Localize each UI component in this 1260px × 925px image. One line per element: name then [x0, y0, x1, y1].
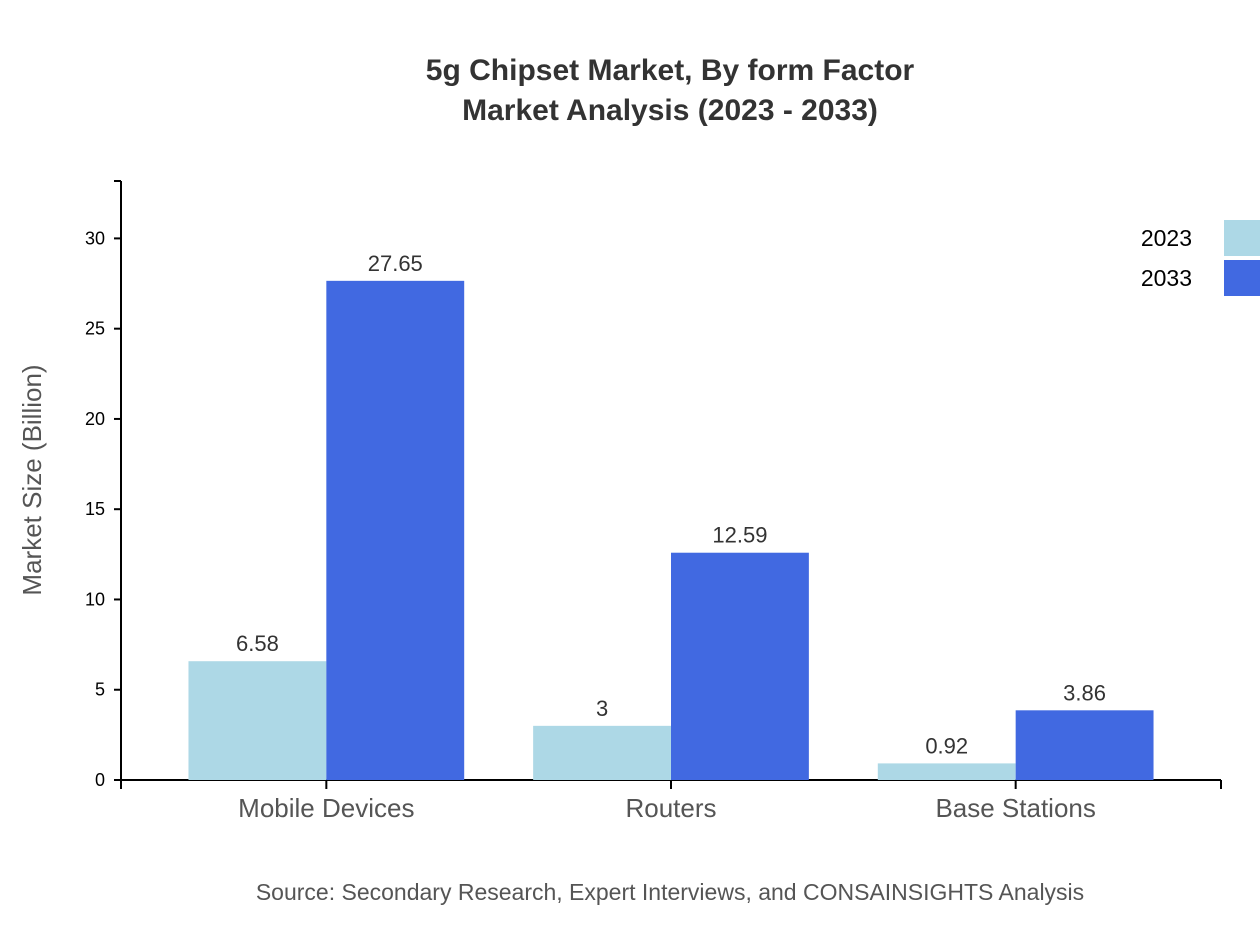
bar-2033: [671, 552, 809, 780]
data-label: 3.86: [1063, 680, 1106, 705]
y-tick-label: 30: [85, 228, 105, 248]
bar-2023: [877, 763, 1016, 780]
y-tick-label: 20: [85, 409, 105, 429]
data-label: 27.65: [368, 251, 423, 276]
bar-2023: [533, 725, 671, 780]
y-tick-label: 25: [85, 319, 105, 339]
chart-title: 5g Chipset Market, By form Factor: [426, 54, 915, 87]
bar-2033: [1015, 710, 1154, 780]
legend-swatch: [1224, 220, 1260, 256]
x-tick-label: Routers: [625, 793, 716, 823]
x-tick-label: Mobile Devices: [238, 793, 414, 823]
bar-2023: [188, 661, 327, 780]
data-label: 0.92: [925, 733, 968, 758]
data-label: 6.58: [236, 631, 279, 656]
bar-2033: [326, 280, 465, 780]
legend-swatch: [1224, 260, 1260, 296]
legend-label: 2023: [1141, 225, 1192, 251]
y-axis-label: Market Size (Billion): [17, 364, 47, 595]
x-tick-label: Base Stations: [935, 793, 1095, 823]
data-label: 12.59: [712, 523, 767, 548]
legend-label: 2033: [1141, 265, 1192, 291]
y-tick-label: 5: [95, 680, 105, 700]
y-tick-label: 10: [85, 589, 105, 609]
data-label: 3: [596, 696, 608, 721]
y-tick-label: 15: [85, 499, 105, 519]
y-tick-label: 0: [95, 770, 105, 790]
chart-subtitle: Market Analysis (2023 - 2033): [462, 94, 878, 127]
source-note: Source: Secondary Research, Expert Inter…: [256, 879, 1084, 905]
